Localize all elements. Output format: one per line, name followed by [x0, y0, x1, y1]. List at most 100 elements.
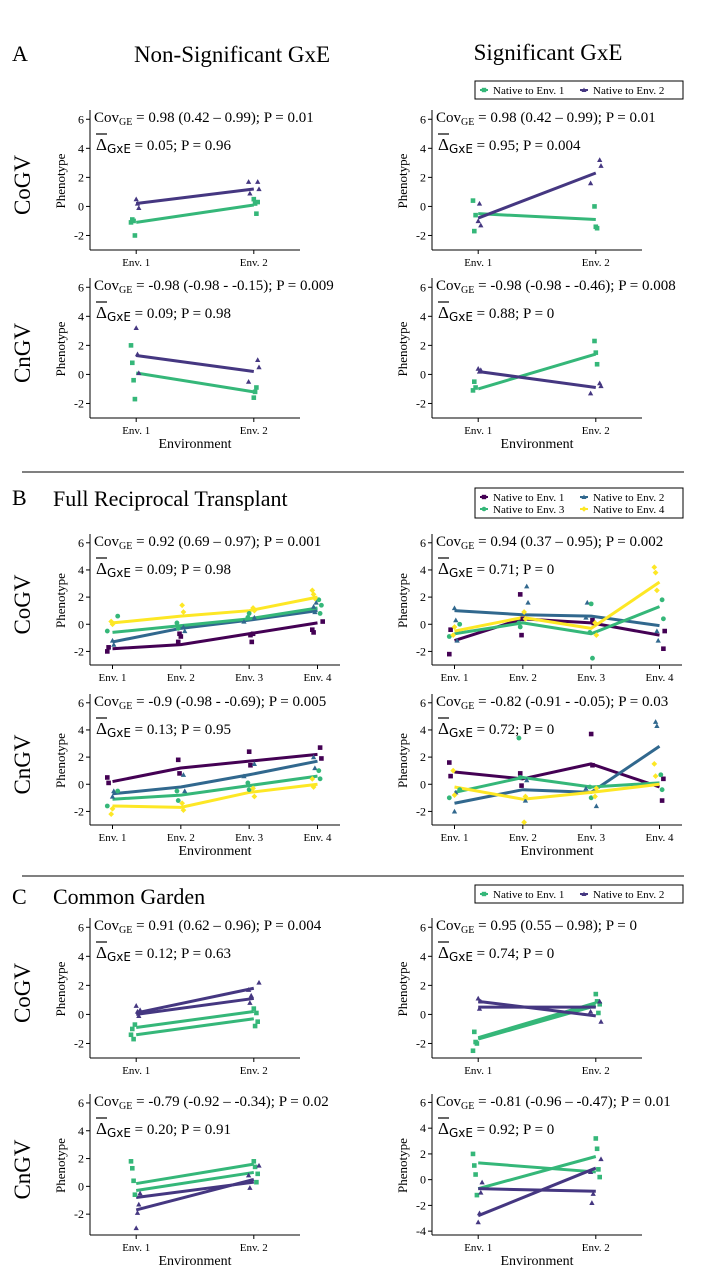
covariance-annotation: CovGE = -0.81 (-0.96 – -0.47); P = 0.01	[436, 1094, 671, 1112]
y-tick-label: 6	[78, 112, 84, 126]
y-tick-label: -2	[74, 1036, 84, 1050]
data-point	[457, 787, 463, 793]
data-point	[177, 771, 182, 776]
series-line	[478, 1161, 596, 1174]
x-tick-label: Env. 1	[98, 832, 126, 844]
legend-box	[474, 487, 684, 519]
data-point	[454, 637, 460, 643]
data-point	[661, 646, 666, 652]
panel-a2-chart: -2 0 2 4 6 Env. 1 Env. 2 Phenotype CovGE = 0.98 …	[395, 110, 656, 269]
data-point	[104, 628, 110, 634]
legend-entry-label: Native to Env. 1	[493, 85, 564, 97]
series-line	[454, 744, 661, 805]
series-line	[477, 1166, 597, 1218]
series-line	[112, 782, 318, 809]
data-point	[132, 1022, 138, 1027]
x-tick-label: Env. 2	[582, 425, 610, 437]
row-label: CoGV	[10, 963, 35, 1023]
x-axis-label: Environment	[500, 1254, 573, 1269]
data-point	[516, 735, 522, 741]
series-line	[135, 996, 255, 1016]
data-point	[594, 225, 600, 231]
data-point	[475, 1219, 481, 1225]
delta-annotation: ΔGxE = 0.12; P = 0.63	[96, 943, 231, 964]
data-point	[473, 212, 478, 218]
data-point	[478, 1189, 484, 1195]
legend-entry-label: Native to Env. 1	[493, 889, 564, 901]
data-point	[131, 1036, 136, 1042]
y-tick-label: 2	[420, 750, 426, 764]
delta-annotation: ΔGxE = 0.09; P = 0.98	[96, 303, 231, 324]
x-tick-label: Env. 1	[464, 257, 492, 269]
y-tick-label: 2	[420, 338, 426, 352]
data-point	[245, 379, 252, 384]
data-point	[247, 190, 253, 196]
data-point	[256, 364, 262, 370]
legend-entry-label: Native to Env. 3	[493, 504, 565, 516]
data-point	[105, 775, 110, 780]
y-tick-label: 6	[78, 1096, 84, 1110]
data-point	[133, 196, 139, 202]
series-line	[135, 1010, 255, 1029]
data-point	[104, 803, 110, 809]
data-point	[597, 998, 603, 1004]
y-tick-label: 4	[78, 723, 84, 737]
y-axis-label: Phenotype	[395, 573, 410, 628]
series-line	[477, 1004, 597, 1041]
data-point	[594, 999, 600, 1004]
data-point	[451, 624, 458, 630]
data-point	[245, 179, 252, 184]
data-point	[115, 613, 121, 619]
data-point	[252, 389, 258, 395]
y-tick-label: 0	[78, 617, 84, 631]
data-point	[587, 1008, 594, 1014]
x-tick-label: Env. 3	[235, 832, 264, 844]
data-point	[662, 628, 667, 634]
data-point	[254, 385, 259, 390]
data-point	[475, 995, 481, 1001]
data-point	[128, 343, 134, 348]
data-point	[472, 379, 477, 384]
data-point	[317, 776, 323, 782]
data-point	[131, 218, 136, 224]
data-point	[251, 761, 258, 767]
x-axis-label: Environment	[500, 437, 573, 452]
data-point	[584, 599, 590, 605]
y-tick-label: 6	[78, 280, 84, 294]
data-point	[174, 788, 180, 794]
data-point	[593, 632, 600, 639]
data-point	[250, 631, 256, 637]
data-point	[593, 803, 600, 809]
x-tick-label: Env. 2	[167, 672, 195, 684]
data-point	[654, 628, 660, 634]
data-point	[598, 1019, 604, 1024]
section-letter-b: B	[12, 485, 27, 510]
panel-c1-chart: -2 0 2 4 6 Env. 1 Env. 2 Phenotype CoGV CovGE = 0…	[10, 918, 322, 1077]
data-point	[590, 617, 595, 623]
data-point	[312, 765, 318, 771]
delta-annotation: ΔGxE = 0.74; P = 0	[438, 943, 554, 964]
covariance-annotation: CovGE = -0.79 (-0.92 – -0.34); P = 0.02	[94, 1094, 329, 1112]
data-point	[255, 357, 261, 363]
x-tick-label: Env. 3	[577, 672, 606, 684]
x-tick-label: Env. 4	[303, 832, 332, 844]
panel-c4-chart: -4 -2 0 2 4 6 Env. 1 Env. 2 Phenotype Environment…	[395, 1094, 671, 1269]
data-point	[130, 1026, 135, 1032]
y-tick-label: 0	[420, 367, 426, 381]
series-line	[112, 609, 318, 644]
data-point	[128, 220, 134, 225]
data-point	[132, 396, 138, 402]
series-line	[454, 762, 660, 789]
data-point	[317, 745, 323, 750]
data-point	[521, 819, 528, 826]
data-point	[251, 607, 258, 614]
data-point	[130, 360, 135, 366]
x-tick-label: Env. 1	[440, 832, 468, 844]
data-point	[312, 595, 318, 602]
y-tick-label: -2	[74, 804, 84, 818]
x-tick-label: Env. 2	[509, 672, 537, 684]
data-point	[448, 627, 453, 632]
data-point	[105, 649, 110, 654]
data-point	[472, 228, 477, 234]
